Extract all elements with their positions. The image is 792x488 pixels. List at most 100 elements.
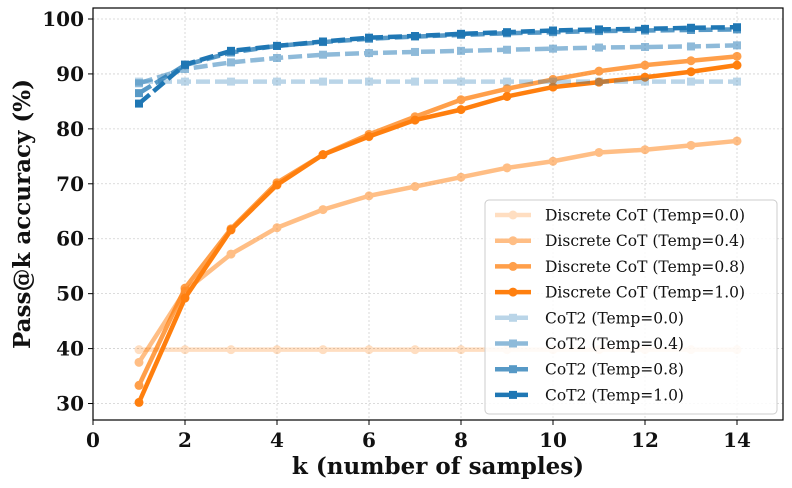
data-point-marker (641, 77, 649, 86)
series-line (136, 138, 740, 365)
data-point-marker (319, 50, 327, 59)
data-point-marker (641, 43, 649, 52)
data-point-marker (272, 223, 282, 233)
legend-entry-label: Discrete CoT (Temp=0.4) (545, 232, 745, 250)
data-point-marker (549, 26, 557, 35)
data-point-marker (686, 140, 696, 150)
data-point-marker (180, 283, 190, 293)
x-axis-label: k (number of samples) (292, 453, 584, 480)
data-point-marker (503, 28, 511, 37)
data-point-marker (319, 37, 327, 46)
y-tick-label: 30 (56, 392, 84, 416)
data-point-marker (134, 380, 144, 390)
data-point-marker (227, 58, 235, 67)
data-point-marker (134, 397, 144, 407)
data-point-marker (594, 77, 604, 87)
data-point-marker (272, 180, 282, 190)
legend-box (484, 199, 778, 415)
y-tick-label: 60 (56, 227, 84, 251)
data-point-marker (733, 41, 741, 50)
y-tick-label: 100 (42, 7, 84, 31)
data-point-marker (686, 56, 696, 66)
data-point-marker (410, 345, 420, 355)
series-cot2-7 (135, 23, 741, 108)
data-point-marker (687, 42, 695, 51)
legend-swatch (495, 236, 531, 246)
data-point-marker (456, 95, 466, 105)
data-point-marker (318, 345, 328, 355)
data-point-marker (364, 191, 374, 201)
data-point-marker (687, 77, 695, 86)
data-point-marker (364, 132, 374, 142)
series-line (138, 43, 738, 86)
legend-entry-label: Discrete CoT (Temp=1.0) (545, 284, 745, 302)
data-point-marker (502, 163, 512, 173)
data-point-marker (595, 25, 603, 34)
legend-entry-label: CoT2 (Temp=0.4) (545, 335, 684, 353)
y-tick-label: 90 (56, 62, 84, 86)
data-point-marker (180, 293, 190, 303)
data-point-marker (411, 77, 419, 86)
data-point-marker (135, 79, 143, 88)
data-point-marker (410, 115, 420, 125)
data-point-marker (640, 60, 650, 70)
data-point-marker (134, 345, 144, 355)
data-point-marker (411, 47, 419, 56)
data-point-marker (503, 77, 511, 86)
legend-swatch (495, 313, 531, 322)
x-tick-label: 4 (270, 428, 284, 452)
y-tick-label: 40 (56, 337, 84, 361)
y-tick-label: 70 (56, 172, 84, 196)
axis-ticks: 0 2 4 6 8 10 12 14 30 40 50 60 70 80 90 100 (42, 7, 751, 452)
data-point-marker (548, 156, 558, 166)
data-point-marker (457, 77, 465, 86)
legend-swatch (495, 339, 531, 348)
data-point-marker (595, 43, 603, 52)
data-point-marker (135, 99, 143, 108)
plot-area-frame (92, 7, 784, 421)
data-point-marker (548, 74, 558, 84)
data-point-marker (273, 41, 281, 50)
series-line (137, 24, 738, 106)
data-point-marker (227, 46, 235, 55)
data-point-marker (548, 82, 558, 92)
x-tick-label: 8 (454, 428, 468, 452)
data-point-marker (640, 72, 650, 82)
data-point-marker (364, 345, 374, 355)
y-tick-label: 50 (56, 282, 84, 306)
legend-swatch (495, 261, 531, 271)
y-tick-label: 80 (56, 117, 84, 141)
x-tick-label: 14 (723, 428, 751, 452)
data-point-marker (733, 77, 741, 86)
data-point-marker (594, 147, 604, 157)
x-tick-label: 6 (362, 428, 376, 452)
data-point-marker (272, 345, 282, 355)
data-point-marker (365, 49, 373, 58)
data-point-marker (687, 23, 695, 32)
data-point-marker (457, 46, 465, 55)
data-point-marker (456, 105, 466, 115)
data-point-marker (502, 84, 512, 94)
data-point-marker (181, 60, 189, 69)
data-point-marker (732, 60, 742, 70)
legend-swatch (495, 210, 531, 220)
series-discrete-cot-1 (134, 136, 742, 367)
data-point-marker (456, 172, 466, 182)
data-point-marker (226, 225, 236, 235)
legend-entry-label: CoT2 (Temp=0.8) (545, 361, 684, 379)
data-point-marker (733, 23, 741, 32)
data-point-marker (411, 32, 419, 41)
legend-entry-label: Discrete CoT (Temp=0.0) (545, 207, 745, 225)
data-point-marker (410, 182, 420, 192)
data-point-marker (226, 249, 236, 259)
legend-swatch (495, 287, 531, 297)
data-point-marker (319, 77, 327, 86)
data-point-marker (686, 67, 696, 77)
data-point-marker (549, 44, 557, 53)
x-tick-label: 2 (178, 428, 192, 452)
data-point-marker (273, 77, 281, 86)
data-point-marker (134, 357, 144, 367)
data-point-marker (457, 29, 465, 38)
data-point-marker (318, 150, 328, 160)
data-point-marker (456, 345, 466, 355)
